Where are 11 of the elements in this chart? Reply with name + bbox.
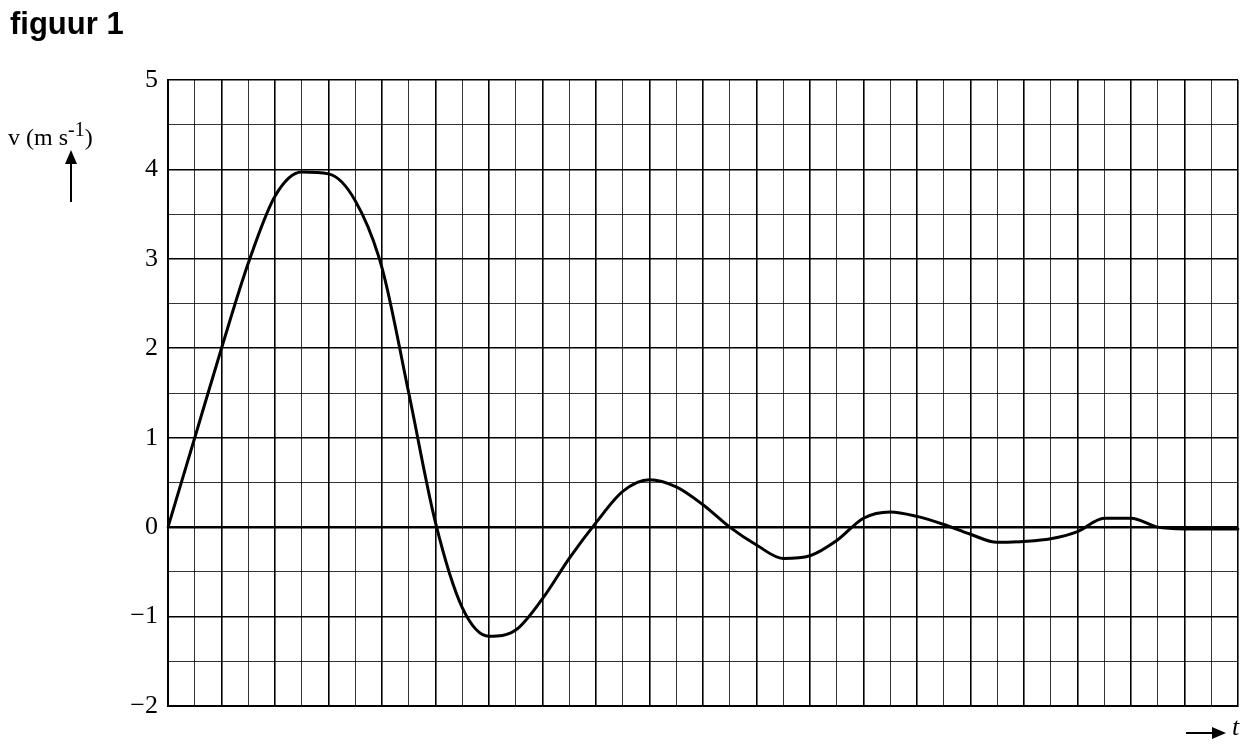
y-tick-label: 3 xyxy=(145,242,158,272)
y-tick-label: 5 xyxy=(145,63,158,93)
y-tick-label: 4 xyxy=(145,153,158,183)
chart-title: figuur 1 xyxy=(10,6,124,42)
y-tick-label: 0 xyxy=(145,510,158,540)
y-tick-label: −2 xyxy=(130,689,158,719)
y-tick-label: 2 xyxy=(145,332,158,362)
y-tick-label: 1 xyxy=(145,421,158,451)
x-axis-title: t xyxy=(1232,712,1240,742)
y-axis-title: v (m s$^{-1}$) xyxy=(8,118,93,151)
y-tick-label: −1 xyxy=(130,600,158,630)
